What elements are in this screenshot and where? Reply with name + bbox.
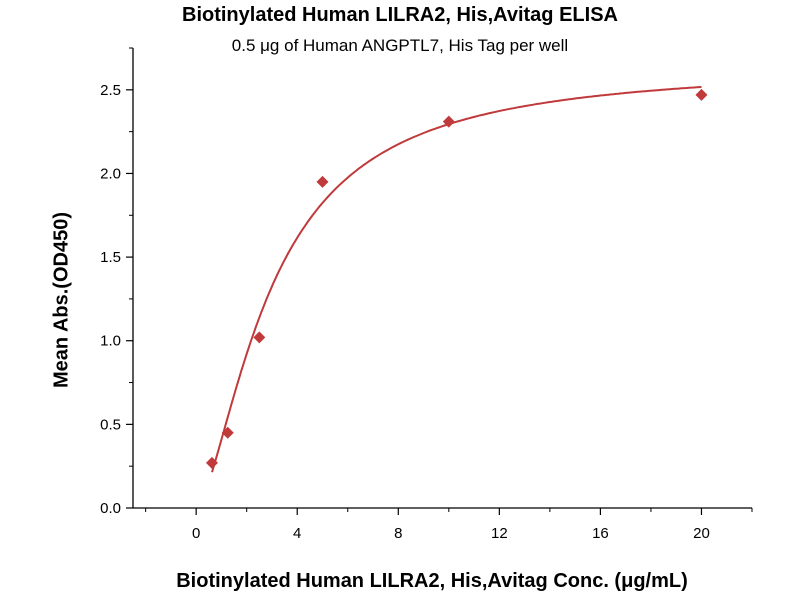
x-tick-label: 12 xyxy=(491,525,508,542)
data-point xyxy=(695,88,708,101)
x-axis-label: Biotinylated Human LILRA2, His,Avitag Co… xyxy=(176,570,688,592)
y-tick-label: 0.5 xyxy=(100,416,121,433)
data-point xyxy=(221,426,234,439)
y-tick-label: 2.0 xyxy=(100,165,121,182)
data-point xyxy=(253,331,266,344)
y-tick-label: 2.5 xyxy=(100,82,121,99)
x-tick-label: 20 xyxy=(693,525,710,542)
y-tick-label: 1.5 xyxy=(100,249,121,266)
chart-title: Biotinylated Human LILRA2, His,Avitag EL… xyxy=(182,4,618,26)
data-point xyxy=(316,175,329,188)
y-axis-label: Mean Abs.(OD450) xyxy=(50,212,73,388)
x-tick-label: 8 xyxy=(394,525,402,542)
fit-curve xyxy=(211,86,702,473)
y-tick-label: 0.0 xyxy=(100,500,121,517)
data-point xyxy=(442,115,455,128)
x-tick-label: 4 xyxy=(293,525,301,542)
x-tick-label: 0 xyxy=(192,525,200,542)
x-tick-label: 16 xyxy=(592,525,609,542)
chart-subtitle: 0.5 μg of Human ANGPTL7, His Tag per wel… xyxy=(231,36,569,55)
data-point xyxy=(205,456,218,469)
y-tick-label: 1.0 xyxy=(100,333,121,350)
